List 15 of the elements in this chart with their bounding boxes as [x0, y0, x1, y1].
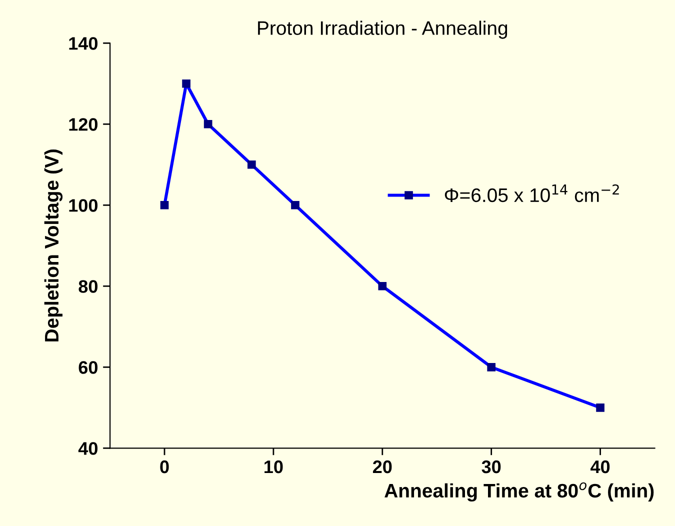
y-tick-label: 120 — [69, 118, 98, 131]
chart-title: Proton Irradiation - Annealing — [258, 20, 508, 39]
x-tick-label: 30 — [482, 460, 501, 474]
y-tick-label: 60 — [78, 361, 98, 374]
x-tick-label: 0 — [160, 460, 169, 474]
legend-label: Φ=6.05 x 10$^{14}$ cm$^{−2}$ — [444, 184, 619, 202]
x-tick-label: 10 — [264, 460, 283, 474]
x-tick-label: 20 — [372, 460, 392, 474]
y-axis-title: Depletion Voltage (V) — [44, 150, 63, 342]
y-tick-label: 140 — [69, 37, 98, 50]
y-tick-label: 100 — [69, 199, 98, 212]
x-axis-title: Annealing Time at 80$^{o}$C (min) — [384, 482, 654, 502]
y-tick-label: 40 — [78, 442, 98, 455]
y-tick-label: 80 — [78, 280, 98, 293]
x-tick-label: 40 — [590, 460, 610, 474]
